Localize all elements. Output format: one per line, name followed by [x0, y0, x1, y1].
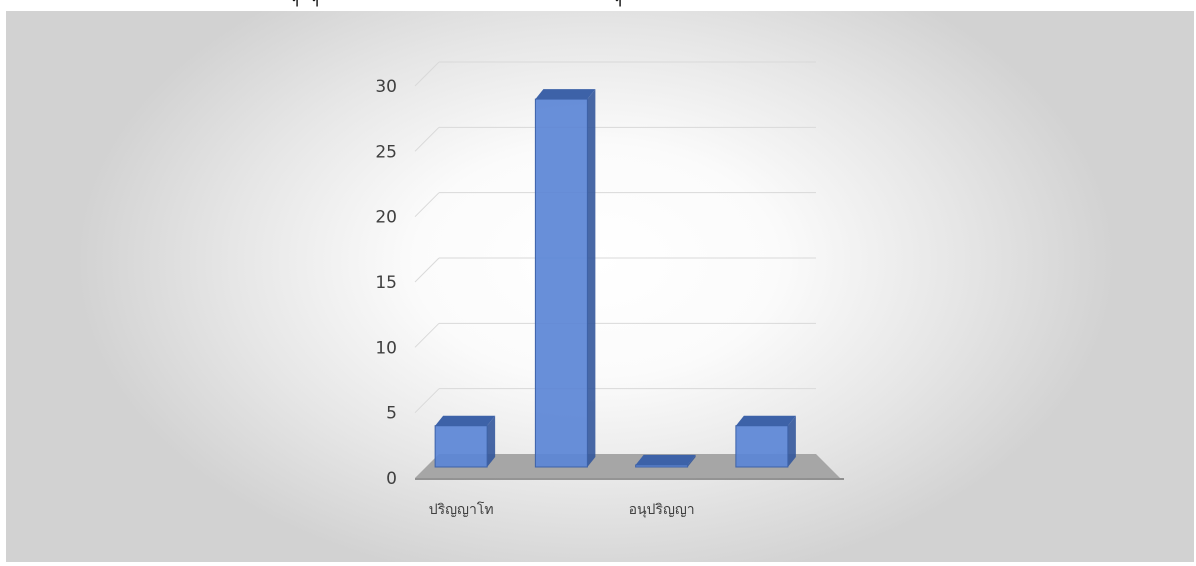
bar-side: [787, 415, 796, 467]
bar: [635, 464, 689, 468]
y-tick-label: 25: [375, 142, 397, 162]
y-tick-label: 20: [375, 208, 397, 228]
y-tick-label: 10: [375, 338, 397, 358]
bar: [434, 425, 488, 468]
top-header-strip: ๆ ๆ ๆ: [0, 0, 1196, 12]
gridline: [414, 192, 440, 218]
header-mark: ๆ: [615, 0, 622, 7]
gridline: [414, 257, 440, 283]
x-tick-label: ปริญญาโท: [429, 501, 494, 518]
y-tick-label: 0: [386, 469, 397, 489]
header-mark: ๆ: [312, 0, 319, 7]
bar-top: [635, 454, 696, 465]
bar-chart: 0 5 10 15 20 25 30 ปริญญาโท อนุปริญญา: [375, 61, 844, 518]
gridline: [414, 388, 440, 414]
x-tick-label: อนุปริญญา: [629, 502, 695, 518]
gridline: [414, 126, 440, 152]
chart-panel: 0 5 10 15 20 25 30 ปริญญาโท อนุปริญญา: [6, 11, 1194, 562]
gridline: [414, 61, 440, 87]
bar-side: [587, 89, 596, 468]
chart-floor: [415, 454, 840, 478]
bar-top: [735, 415, 796, 426]
bar-side: [487, 415, 496, 467]
bar-top: [535, 89, 596, 100]
y-tick-label: 15: [375, 273, 397, 293]
y-tick-label: 5: [386, 404, 397, 424]
bar: [534, 98, 588, 468]
bar-top: [435, 415, 496, 426]
y-tick-label: 30: [375, 77, 397, 97]
bar-side: [687, 454, 696, 467]
bar: [735, 425, 789, 468]
gridline: [414, 322, 440, 348]
header-mark: ๆ: [292, 0, 299, 7]
